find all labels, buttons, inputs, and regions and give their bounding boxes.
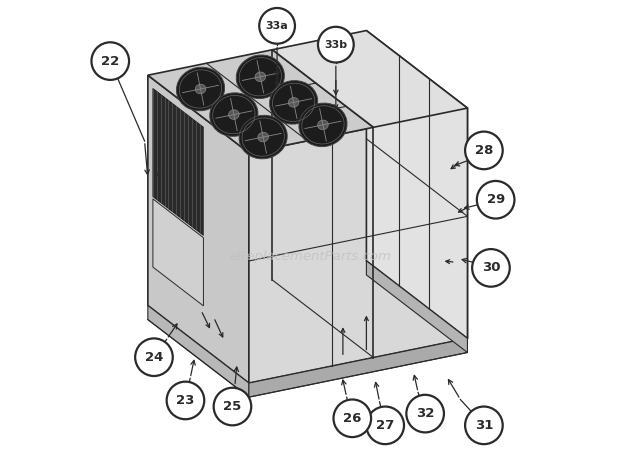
Text: 27: 27 xyxy=(376,419,394,432)
Text: 22: 22 xyxy=(101,55,120,68)
Ellipse shape xyxy=(229,110,239,119)
Circle shape xyxy=(465,407,503,444)
Circle shape xyxy=(318,27,353,63)
Polygon shape xyxy=(249,338,467,397)
Ellipse shape xyxy=(258,132,268,142)
Circle shape xyxy=(465,132,503,169)
Polygon shape xyxy=(366,31,467,338)
Text: 30: 30 xyxy=(482,261,500,274)
Ellipse shape xyxy=(299,103,347,147)
Polygon shape xyxy=(153,88,203,235)
Text: 23: 23 xyxy=(176,394,195,407)
Polygon shape xyxy=(272,31,467,127)
Text: 29: 29 xyxy=(487,193,505,206)
Text: eReplacementParts.com: eReplacementParts.com xyxy=(229,250,391,263)
Ellipse shape xyxy=(239,115,287,159)
Ellipse shape xyxy=(317,120,328,130)
Circle shape xyxy=(366,407,404,444)
Circle shape xyxy=(406,395,444,432)
Text: 33a: 33a xyxy=(266,21,288,31)
Ellipse shape xyxy=(236,55,285,99)
Ellipse shape xyxy=(255,72,265,82)
Text: 26: 26 xyxy=(343,412,361,425)
Text: 33b: 33b xyxy=(324,39,347,50)
Ellipse shape xyxy=(195,84,206,94)
Text: 32: 32 xyxy=(416,407,435,420)
Polygon shape xyxy=(148,50,373,153)
Polygon shape xyxy=(153,199,203,306)
Ellipse shape xyxy=(177,67,224,111)
Circle shape xyxy=(477,181,515,219)
Text: 24: 24 xyxy=(145,351,163,364)
Polygon shape xyxy=(148,75,249,383)
Circle shape xyxy=(92,42,129,80)
Circle shape xyxy=(135,338,173,376)
Circle shape xyxy=(334,400,371,437)
Polygon shape xyxy=(249,108,467,383)
Text: 31: 31 xyxy=(475,419,493,432)
Ellipse shape xyxy=(210,93,258,136)
Polygon shape xyxy=(366,261,467,352)
Text: 28: 28 xyxy=(475,144,493,157)
Circle shape xyxy=(259,8,295,44)
Ellipse shape xyxy=(288,98,299,107)
Circle shape xyxy=(167,382,204,419)
Polygon shape xyxy=(148,306,249,397)
Circle shape xyxy=(472,249,510,287)
Circle shape xyxy=(214,388,251,425)
Ellipse shape xyxy=(270,80,317,124)
Text: 25: 25 xyxy=(223,400,242,413)
